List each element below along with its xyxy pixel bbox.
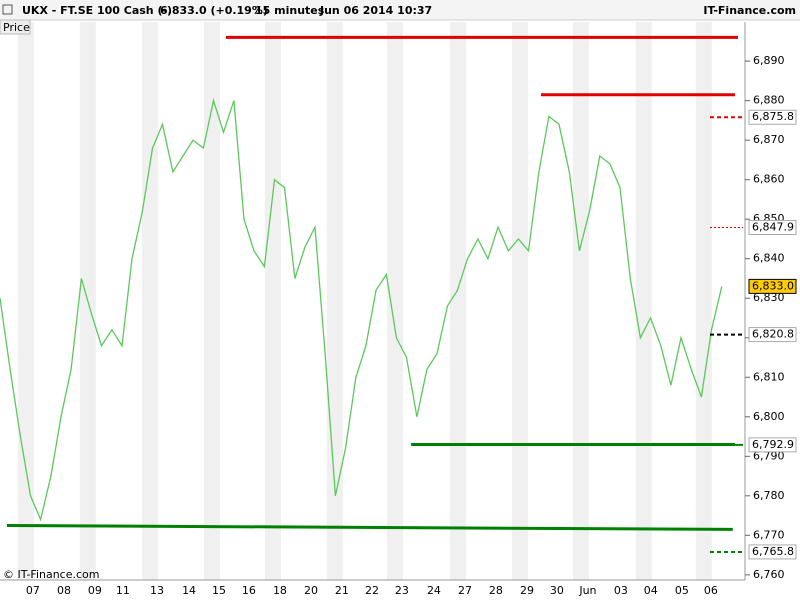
y-tick-label: 6,790 <box>753 449 785 462</box>
x-tick-label: 04 <box>644 584 658 597</box>
y-tick-label: 6,810 <box>753 370 785 383</box>
day-band <box>326 22 343 580</box>
x-tick-label: 07 <box>26 584 40 597</box>
x-tick-label: Jun <box>578 584 596 597</box>
interval: 15 minutes <box>255 4 325 17</box>
day-band <box>695 22 712 580</box>
brand: IT-Finance.com <box>703 4 796 17</box>
x-tick-label: 15 <box>212 584 226 597</box>
day-band <box>572 22 589 580</box>
x-tick-label: 22 <box>365 584 379 597</box>
level-label: 6,765.8 <box>752 545 794 558</box>
x-tick-label: 29 <box>520 584 534 597</box>
y-tick-label: 6,760 <box>753 568 785 581</box>
x-tick-label: 24 <box>427 584 441 597</box>
day-band <box>142 22 159 580</box>
y-tick-label: 6,780 <box>753 489 785 502</box>
level-label: 6,875.8 <box>752 110 794 123</box>
plot-area: 07 08 09 11 13 14 15 16 18 20 21 22 23 24 27 28 29 30 Jun 0… <box>0 22 797 597</box>
day-band <box>511 22 528 580</box>
level-label: 6,833.0 <box>752 279 794 292</box>
x-tick-label: 11 <box>116 584 130 597</box>
panel-label-box <box>0 19 31 35</box>
panel-label: Price <box>3 21 30 34</box>
x-tick-label: 06 <box>704 584 718 597</box>
x-tick-label: 05 <box>675 584 689 597</box>
day-band <box>386 22 403 580</box>
header-icon <box>2 4 13 15</box>
y-tick-label: 6,830 <box>753 291 785 304</box>
y-tick-label: 6,860 <box>753 173 785 186</box>
x-tick-label: 08 <box>57 584 71 597</box>
y-tick-label: 6,880 <box>753 94 785 107</box>
level-box <box>748 219 797 235</box>
day-band <box>203 22 220 580</box>
level-label: 6,847.9 <box>752 220 794 233</box>
day-band <box>17 22 34 580</box>
x-tick-label: 30 <box>550 584 564 597</box>
y-tick-label: 6,890 <box>753 54 785 67</box>
level-box <box>748 109 797 125</box>
symbol: UKX - FT.SE 100 Cash (-) <box>22 4 172 17</box>
price-line <box>0 98 723 522</box>
x-tick-label: 03 <box>614 584 628 597</box>
day-band <box>450 22 467 580</box>
x-tick-label: 23 <box>395 584 409 597</box>
quote: 6,833.0 (+0.19%) <box>160 4 268 17</box>
x-tick-label: 13 <box>150 584 164 597</box>
x-tick-label: 16 <box>242 584 256 597</box>
day-band <box>635 22 652 580</box>
x-tick-label: 18 <box>273 584 287 597</box>
copyright: © IT-Finance.com <box>3 568 100 581</box>
x-tick-label: 20 <box>304 584 318 597</box>
level-box <box>748 327 797 343</box>
y-tick-label: 6,870 <box>753 133 785 146</box>
level-label: 6,792.9 <box>752 438 794 451</box>
level-box <box>748 437 797 453</box>
x-tick-label: 27 <box>458 584 472 597</box>
x-tick-label: 09 <box>88 584 102 597</box>
y-tick-label: 6,800 <box>753 410 785 423</box>
level-box <box>748 544 797 560</box>
header-bar <box>0 0 800 20</box>
y-tick-label: 6,840 <box>753 252 785 265</box>
x-tick-label: 28 <box>489 584 503 597</box>
x-tick-label: 21 <box>335 584 349 597</box>
level-label: 6,820.8 <box>752 328 794 341</box>
level-box <box>748 278 797 294</box>
trend-line <box>7 523 733 531</box>
y-tick-label: 6,770 <box>753 528 785 541</box>
x-tick-label: 14 <box>182 584 196 597</box>
day-band <box>264 22 281 580</box>
datetime: Jun 06 2014 10:37 <box>319 4 432 17</box>
